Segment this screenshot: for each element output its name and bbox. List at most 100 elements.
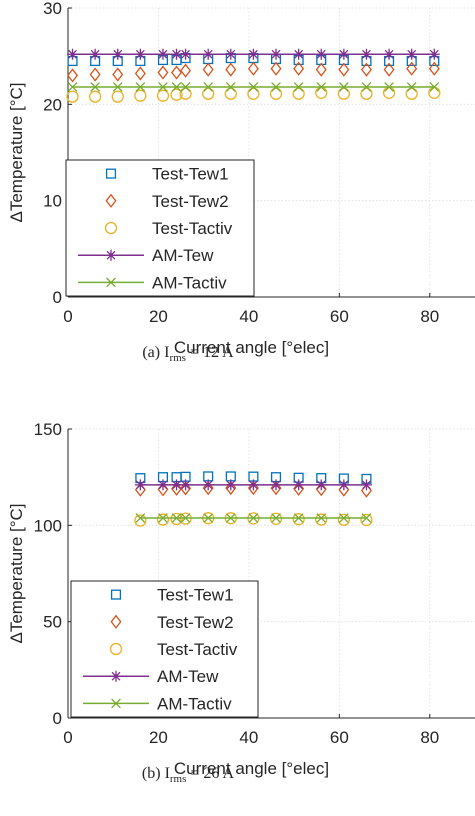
data-point	[89, 67, 101, 82]
legend-item: Test-Tew1	[105, 165, 229, 184]
data-point	[247, 61, 259, 76]
data-point	[315, 62, 327, 77]
caption-prefix: (a) I	[142, 344, 169, 361]
x-tick-label: 60	[330, 307, 349, 326]
data-point	[337, 513, 351, 526]
legend-label: AM-Tew	[152, 246, 214, 265]
data-point	[134, 89, 147, 102]
legend-label: Test-Tew1	[157, 586, 234, 605]
data-point	[157, 65, 169, 80]
x-tick-label: 0	[63, 728, 72, 747]
data-point	[383, 48, 395, 60]
data-point	[67, 82, 78, 92]
data-point	[293, 481, 305, 496]
data-point	[180, 513, 191, 523]
data-point	[88, 90, 102, 103]
legend-item: AM-Tactiv	[78, 273, 227, 292]
legend-marker	[110, 614, 122, 629]
data-point	[180, 63, 192, 78]
data-point	[247, 479, 259, 491]
data-point	[170, 88, 183, 101]
data-point	[171, 513, 182, 523]
y-tick-label: 0	[53, 709, 62, 728]
caption-subscript: rms	[170, 773, 187, 785]
legend-item: AM-Tew	[78, 246, 214, 265]
data-point	[180, 481, 192, 496]
data-point	[202, 481, 214, 496]
y-axis-label: ΔTemperature [°C]	[7, 503, 26, 643]
data-point	[315, 48, 327, 60]
data-point	[338, 82, 349, 92]
chart-panel: 0 20 40 60 80 0 10 20 30 Current angle [°elec] ΔTe…	[7, 0, 475, 364]
legend: Test-Tew1 Test-Tew2 Test-Tactiv AM-Tew AM-Ta…	[70, 580, 259, 718]
data-point	[203, 82, 214, 92]
data-point	[112, 48, 124, 60]
data-point	[158, 513, 168, 523]
data-point	[90, 82, 100, 92]
data-point	[271, 82, 281, 92]
y-tick-label: 150	[34, 420, 62, 439]
data-point	[293, 61, 305, 76]
data-point	[224, 87, 237, 100]
data-point	[316, 82, 327, 92]
data-point	[338, 62, 350, 77]
data-point	[171, 479, 183, 491]
data-point	[429, 82, 440, 92]
data-point	[171, 65, 183, 80]
data-point	[428, 61, 440, 76]
data-point	[269, 512, 283, 525]
data-point	[293, 82, 304, 92]
legend-marker	[110, 589, 122, 600]
data-point	[134, 514, 147, 527]
data-point	[202, 87, 215, 100]
data-point	[270, 61, 282, 76]
series-am-tew	[67, 48, 440, 60]
data-point	[315, 479, 327, 491]
data-point	[225, 48, 237, 60]
data-point	[180, 479, 192, 491]
legend-marker	[105, 168, 117, 179]
data-point	[292, 87, 305, 100]
y-tick-label: 10	[43, 192, 62, 211]
data-point	[170, 512, 183, 526]
legend-item: AM-Tew	[83, 667, 219, 686]
x-tick-label: 20	[149, 307, 168, 326]
x-tick-label: 80	[420, 307, 439, 326]
data-point	[248, 513, 259, 523]
data-point	[338, 479, 350, 491]
y-tick-label: 50	[43, 613, 62, 632]
data-point	[134, 66, 146, 81]
data-point	[247, 87, 260, 100]
legend-marker	[110, 670, 122, 682]
legend-item: Test-Tactiv	[104, 219, 233, 238]
data-point	[361, 82, 372, 92]
legend-label: AM-Tactiv	[157, 694, 232, 713]
data-point	[135, 513, 146, 523]
data-point	[179, 87, 192, 100]
x-tick-label: 20	[149, 728, 168, 747]
data-point	[293, 48, 305, 60]
data-point	[225, 62, 237, 77]
data-point	[337, 87, 351, 100]
series-am-tew	[134, 479, 372, 491]
data-point	[202, 48, 214, 60]
data-point	[112, 82, 123, 92]
data-point	[157, 479, 169, 491]
data-point	[383, 62, 395, 77]
chart-panel: 0 20 40 60 80 0 50 100 150 Current angle [°elec] Δ…	[7, 420, 475, 785]
data-point	[89, 48, 101, 60]
data-point	[112, 67, 124, 82]
legend-marker	[111, 698, 121, 709]
data-point	[135, 82, 146, 92]
legend-marker	[109, 642, 123, 656]
legend-item: Test-Tew2	[110, 613, 234, 632]
data-point	[171, 48, 183, 60]
series-test-tactiv	[66, 86, 441, 103]
legend-item: Test-Tew2	[105, 192, 229, 211]
x-axis-label: Current angle [°elec]	[174, 338, 329, 357]
data-point	[67, 68, 79, 83]
caption-suffix: = 26 A	[186, 765, 234, 782]
data-point	[360, 62, 372, 77]
data-point	[270, 479, 282, 491]
series-am-tactiv	[135, 513, 372, 523]
